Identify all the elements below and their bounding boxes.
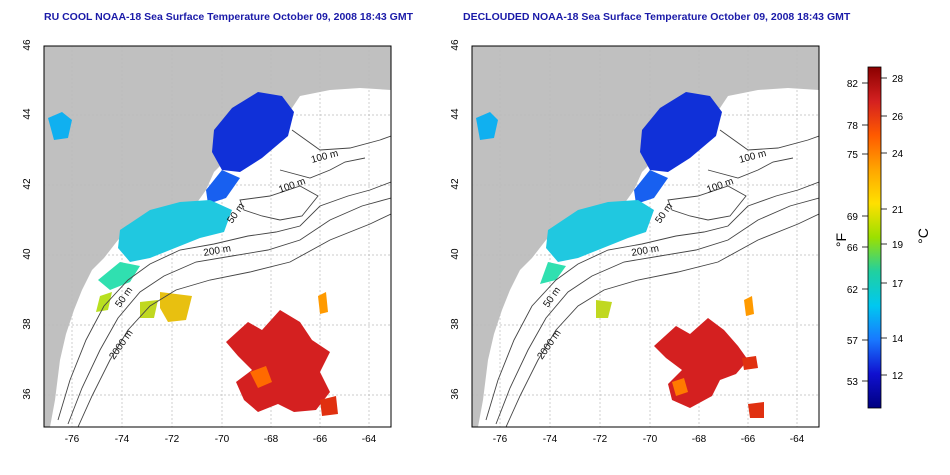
y-tick-label: 38 (22, 318, 33, 330)
left-map-title: RU COOL NOAA-18 Sea Surface Temperature … (44, 11, 413, 23)
contour-label: 200 m (203, 243, 232, 259)
x-tick-label: -64 (362, 434, 377, 445)
y-tick-label: 36 (22, 388, 33, 400)
y-tick-label: 46 (22, 39, 33, 51)
x-tick-label: -66 (313, 434, 328, 445)
y-tick-label: 44 (22, 108, 33, 120)
left-x-ticks: -76 -74 -72 -70 -68 -66 -64 (65, 434, 377, 445)
sst-gulf-of-maine (212, 92, 294, 172)
y-tick-label: 42 (22, 178, 33, 190)
y-tick-label: 40 (22, 248, 33, 260)
x-tick-label: -76 (65, 434, 80, 445)
left-y-ticks: 46 44 42 40 38 36 (22, 39, 33, 400)
sst-gulf-stream-red (226, 310, 330, 412)
x-tick-label: -68 (264, 434, 279, 445)
x-tick-label: -72 (165, 434, 180, 445)
x-tick-label: -74 (115, 434, 130, 445)
right-map-title: DECLOUDED NOAA-18 Sea Surface Temperatur… (463, 11, 851, 23)
land-mass (44, 46, 391, 427)
sst-shelf-cyan (118, 200, 232, 262)
x-tick-label: -70 (215, 434, 230, 445)
